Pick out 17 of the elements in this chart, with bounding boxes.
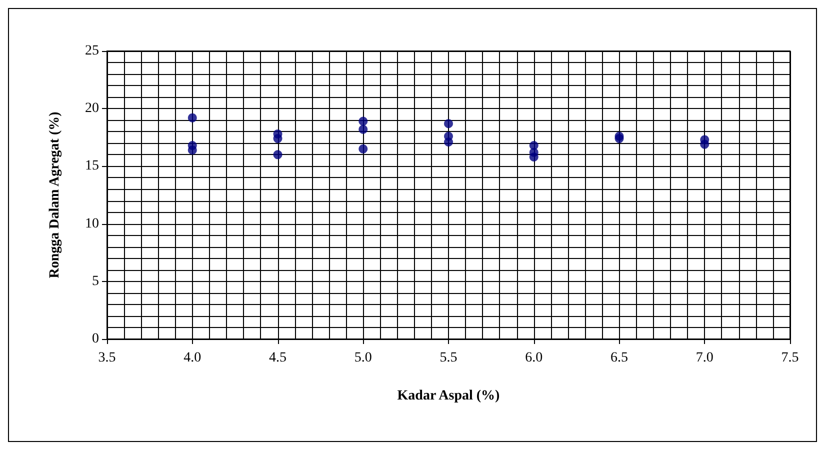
- x-tick-label: 7.0: [696, 350, 714, 366]
- x-tick-label: 6.0: [525, 350, 543, 366]
- x-tick-label: 6.5: [610, 350, 628, 366]
- y-axis-title: Rongga Dalam Agregat (%): [48, 111, 62, 278]
- y-tick-label: 25: [85, 44, 99, 58]
- x-tick-label: 4.0: [184, 350, 202, 366]
- y-tick-label: 20: [85, 101, 99, 116]
- x-tick-label: 5.5: [440, 350, 458, 366]
- y-tick-label: 0: [92, 332, 99, 346]
- y-tick-label: 10: [85, 216, 99, 232]
- y-tick-label: 5: [92, 274, 99, 289]
- x-tick-label: 7.5: [781, 350, 799, 366]
- x-tick-label: 3.5: [98, 350, 116, 366]
- x-axis-title: Kadar Aspal (%): [397, 388, 500, 404]
- x-tick-label: 5.0: [354, 350, 372, 366]
- y-tick-label: 15: [85, 158, 99, 174]
- x-tick-label: 4.5: [269, 350, 286, 366]
